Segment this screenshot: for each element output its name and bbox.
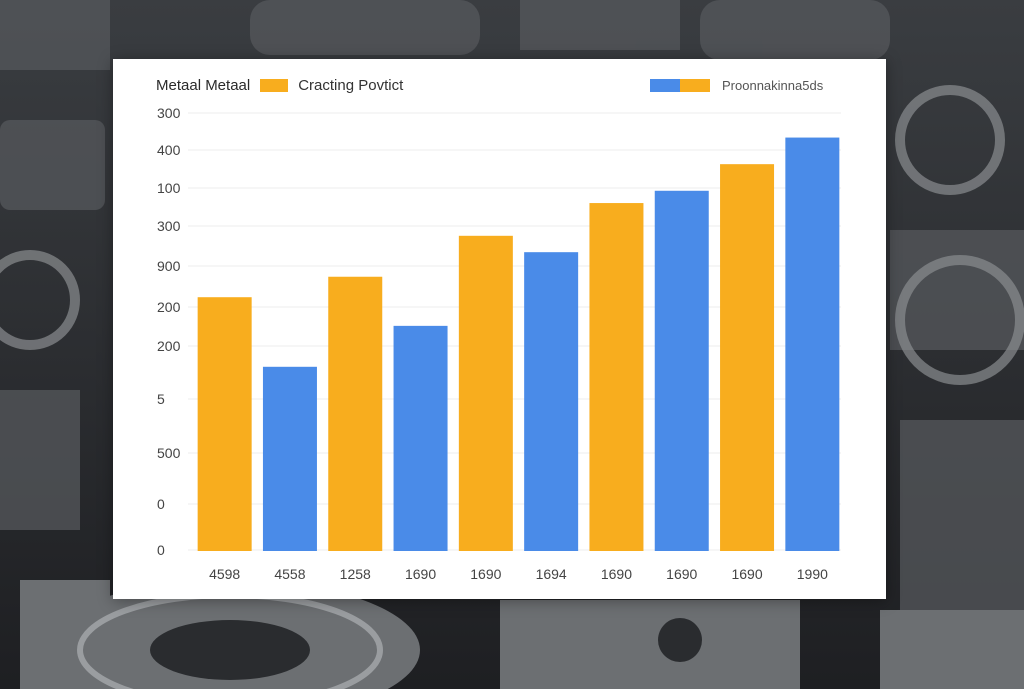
y-tick-label: 900 xyxy=(157,258,181,274)
legend-swatch-blue xyxy=(650,78,680,92)
bar-8 xyxy=(654,190,709,551)
y-tick-label: 0 xyxy=(157,542,165,558)
y-tick-label: 500 xyxy=(157,445,181,461)
bar-7 xyxy=(589,203,644,551)
legend-left: Metaal Metaal Cracting Povtict xyxy=(156,76,403,94)
y-tick-label: 5 xyxy=(157,391,165,407)
legend-swatch-orange xyxy=(260,78,289,92)
y-tick-label: 200 xyxy=(157,299,181,315)
x-tick-label: 1990 xyxy=(797,566,828,582)
legend-swatch-orange-2 xyxy=(680,78,710,92)
x-tick-label: 4598 xyxy=(209,566,240,582)
bar-2 xyxy=(262,366,317,551)
y-tick-label: 400 xyxy=(157,142,181,158)
y-tick-label: 0 xyxy=(157,496,165,512)
legend-right-label: Proonnakinna5ds xyxy=(722,77,824,93)
x-tick-label: 4558 xyxy=(274,566,305,582)
legend-series-label: Cracting Povtict xyxy=(298,76,404,94)
x-tick-label: 1690 xyxy=(666,566,697,582)
chart-card: Metaal Metaal Cracting Povtict Proonnaki… xyxy=(113,59,886,599)
y-tick-label: 100 xyxy=(157,180,181,196)
y-tick-label: 300 xyxy=(157,105,181,121)
bar-9 xyxy=(720,164,775,551)
chart-title: Metaal Metaal xyxy=(156,76,251,94)
bar-5 xyxy=(458,235,513,551)
y-tick-label: 300 xyxy=(157,218,181,234)
x-tick-label: 1258 xyxy=(340,566,371,582)
x-tick-label: 1690 xyxy=(470,566,501,582)
x-tick-label: 1690 xyxy=(405,566,436,582)
bar-chart: 300 400 100 300 900 200 200 5 500 0 0 4598 4558 1258 1… xyxy=(157,105,841,582)
x-tick-label: 1690 xyxy=(731,566,762,582)
bar-6 xyxy=(524,252,579,552)
bar-3 xyxy=(328,276,383,551)
x-tick-label: 1694 xyxy=(536,566,567,582)
bar-4 xyxy=(393,325,448,551)
bar-10 xyxy=(785,137,840,552)
x-tick-label: 1690 xyxy=(601,566,632,582)
bar-1 xyxy=(197,297,252,551)
legend-right: Proonnakinna5ds xyxy=(650,76,823,94)
y-tick-label: 200 xyxy=(157,338,181,354)
